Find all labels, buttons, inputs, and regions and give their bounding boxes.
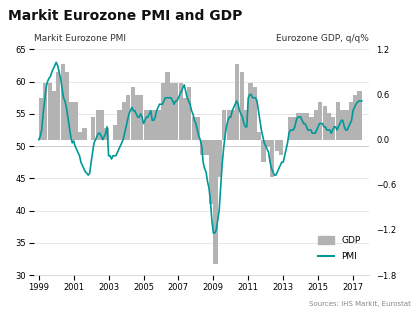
Bar xyxy=(91,117,96,140)
Legend: GDP, PMI: GDP, PMI xyxy=(318,236,361,261)
Bar xyxy=(174,83,178,140)
Bar xyxy=(227,110,231,140)
Bar xyxy=(144,110,148,140)
Text: Markit Eurozone PMI: Markit Eurozone PMI xyxy=(34,34,126,43)
Bar xyxy=(213,140,217,264)
Bar xyxy=(135,95,139,140)
Bar xyxy=(126,95,130,140)
Bar xyxy=(205,140,209,155)
Bar xyxy=(170,83,174,140)
Bar xyxy=(344,110,349,140)
Bar xyxy=(231,110,235,140)
Bar xyxy=(48,83,52,140)
Bar xyxy=(196,117,200,140)
Bar xyxy=(200,140,204,155)
Bar xyxy=(183,98,187,140)
Bar xyxy=(100,110,104,140)
Bar xyxy=(340,110,344,140)
Bar xyxy=(43,83,47,140)
Bar xyxy=(310,117,314,140)
Bar xyxy=(244,110,248,140)
Bar xyxy=(222,110,226,140)
Bar xyxy=(117,110,122,140)
Bar xyxy=(178,83,183,140)
Bar xyxy=(253,87,257,140)
Bar xyxy=(96,110,100,140)
Bar xyxy=(83,129,87,140)
Bar xyxy=(318,102,322,140)
Bar xyxy=(257,132,261,140)
Bar xyxy=(218,140,222,177)
Text: Eurozone GDP, q/q%: Eurozone GDP, q/q% xyxy=(276,34,369,43)
Bar xyxy=(65,72,69,140)
Bar xyxy=(39,98,43,140)
Bar xyxy=(336,102,340,140)
Bar xyxy=(74,102,78,140)
Bar xyxy=(261,140,266,162)
Bar xyxy=(301,113,305,140)
Bar xyxy=(130,87,134,140)
Bar xyxy=(357,91,362,140)
Bar xyxy=(270,140,274,177)
Bar xyxy=(122,102,126,140)
Bar xyxy=(240,72,244,140)
Bar xyxy=(209,140,213,204)
Bar xyxy=(279,140,283,155)
Bar xyxy=(274,140,279,151)
Bar xyxy=(113,125,117,140)
Bar xyxy=(56,72,60,140)
Bar xyxy=(327,113,331,140)
Bar xyxy=(191,117,196,140)
Bar xyxy=(139,95,143,140)
Bar xyxy=(78,132,82,140)
Bar xyxy=(70,102,74,140)
Bar xyxy=(266,140,270,147)
Bar xyxy=(292,117,296,140)
Bar xyxy=(153,110,157,140)
Bar xyxy=(104,129,109,140)
Bar xyxy=(148,110,152,140)
Bar xyxy=(157,110,161,140)
Bar xyxy=(314,110,318,140)
Text: Markit Eurozone PMI and GDP: Markit Eurozone PMI and GDP xyxy=(8,9,243,23)
Bar xyxy=(353,95,357,140)
Text: Sources: IHS Markit, Eurostat: Sources: IHS Markit, Eurostat xyxy=(309,302,411,307)
Bar xyxy=(305,113,309,140)
Bar xyxy=(235,65,239,140)
Bar xyxy=(331,117,336,140)
Bar xyxy=(248,83,253,140)
Bar xyxy=(323,106,327,140)
Bar xyxy=(52,91,56,140)
Bar xyxy=(166,72,170,140)
Bar xyxy=(349,102,353,140)
Bar xyxy=(287,117,292,140)
Bar xyxy=(296,113,300,140)
Bar xyxy=(61,65,65,140)
Bar xyxy=(187,87,191,140)
Bar xyxy=(161,83,165,140)
